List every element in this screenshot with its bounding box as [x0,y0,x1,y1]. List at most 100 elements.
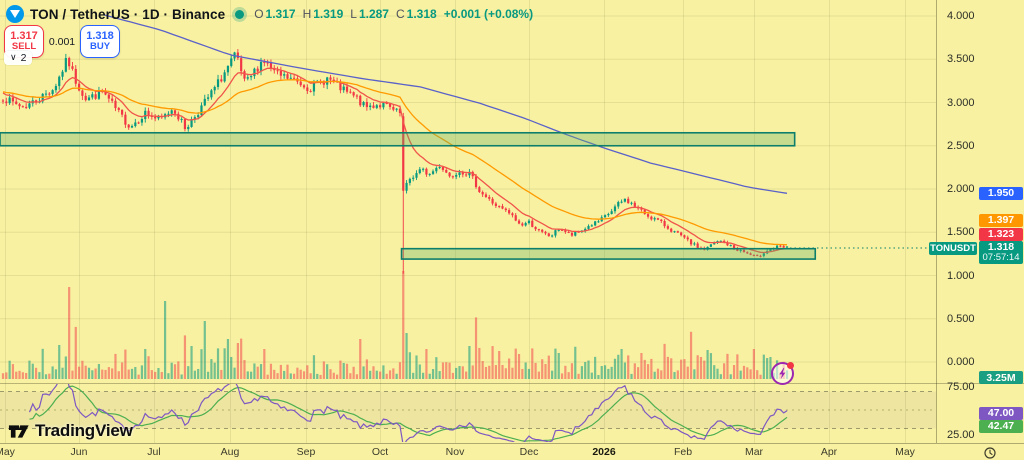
candle-body [656,218,660,220]
candle-body [379,105,382,108]
volume-bar [564,365,567,379]
candle-body [693,243,696,245]
bar-countdown: 07:57:14 [982,252,1020,263]
candle-body [107,94,110,99]
volume-bar [448,362,451,379]
candle-body [544,231,547,234]
volume-bar [147,356,150,379]
candle-body [478,187,481,192]
volume-bar [382,365,385,379]
candle-body [527,220,531,224]
volume-bar [18,370,21,379]
candle-body [44,93,48,95]
candle-body [111,98,114,101]
volume-bar [58,344,61,379]
volume-bar [676,370,679,379]
candle-body [263,61,266,63]
symbol-title[interactable]: TON / TetherUS · 1D · Binance [30,6,226,22]
candle-body [137,122,140,124]
volume-bar [527,368,531,379]
volume-bar [630,373,633,379]
price-tick: 0.500 [947,312,975,325]
candle-body [402,116,405,191]
volume-bar [306,365,309,379]
candle-body [481,192,484,195]
volume-bar [594,356,597,379]
volume-bar [716,368,719,379]
volume-bar [620,349,623,379]
candle-body [187,126,190,130]
candle-body [236,52,239,59]
open-label: O [254,7,264,21]
candle-body [177,113,180,120]
volume-bar [660,370,663,379]
candle-body [653,218,656,220]
price-tick: 2.000 [947,183,975,195]
chart-plot-area[interactable] [0,0,1024,443]
volume-bar [48,373,51,379]
volume-bar [603,365,607,379]
volume-bar [326,364,329,379]
candle-body [488,196,491,199]
volume-bar [91,370,94,379]
supply-zone[interactable] [0,131,796,147]
candle-body [673,231,676,233]
indicators-collapse-chip[interactable]: ∨ 2 [4,51,33,65]
candle-body [11,97,15,102]
volume-bar [610,366,613,379]
volume-bar [465,371,468,379]
candle-body [332,79,335,82]
volume-bar [322,361,325,379]
demand-zone[interactable] [400,247,817,260]
candle-body [157,116,160,119]
candle-body [124,114,127,125]
last-price-label: 1.318 07:57:14 [979,241,1023,264]
candle-body [408,178,411,183]
market-status-icon[interactable] [235,9,245,19]
candle-body [726,242,729,246]
volume-bar [521,368,524,379]
candle-body [560,229,564,231]
candle-body [491,198,494,204]
volume-bar [259,364,263,379]
candle-body [283,74,286,76]
indicators-count: 2 [20,52,27,64]
volume-bar [696,355,699,379]
time-axis[interactable]: May Jun Jul Aug Sep Oct Nov Dec 2026 Feb Mar Apr May [0,443,1024,460]
events-flash-button[interactable] [771,362,794,385]
candle-body [686,237,689,240]
candle-body [501,206,504,209]
tradingview-logo[interactable]: TradingView [8,421,133,441]
candle-body [375,105,378,108]
price-axis[interactable]: 4.000 3.500 3.000 2.500 2.000 1.500 1.000 0.500… [929,0,1024,443]
candle-body [603,215,607,218]
candle-body [640,208,643,210]
candle-body [696,243,699,248]
volume-bar [74,326,77,379]
volume-bar [398,362,402,379]
candle-body [630,202,633,204]
candle-body [504,208,507,211]
drawing-zones [0,131,817,260]
candle-body [167,113,170,115]
volume-bar [197,368,200,379]
volume-bar [31,363,34,379]
volume-bar [478,347,481,379]
rsi-ma-line [29,385,788,442]
volume-bar [296,367,299,379]
candle-body [293,77,296,79]
candle-body [418,169,421,174]
buy-button[interactable]: 1.318 BUY [80,25,120,58]
candle-body [405,182,408,191]
price-tick: 0.000 [947,356,975,368]
price-tick: 4.000 [947,10,975,22]
volume-bar [206,371,210,379]
candle-body [458,172,461,176]
volume-bar [600,366,603,379]
volume-bar [286,364,289,379]
moving-averages [2,14,788,254]
timezone-clock-icon[interactable] [984,446,996,459]
time-axis-month: Mar [744,446,764,458]
volume-bar [732,365,736,379]
volume-bar [51,366,54,379]
